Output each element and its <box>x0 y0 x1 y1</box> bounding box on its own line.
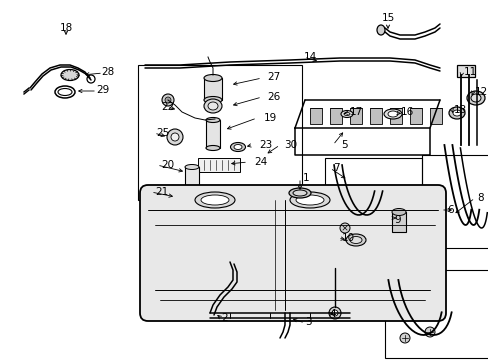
Text: 24: 24 <box>254 157 267 167</box>
Bar <box>389 108 401 124</box>
Ellipse shape <box>340 111 352 117</box>
Text: 29: 29 <box>96 85 109 95</box>
Text: 7: 7 <box>332 163 339 173</box>
Ellipse shape <box>452 110 460 116</box>
Ellipse shape <box>466 91 484 105</box>
Circle shape <box>171 133 179 141</box>
Text: 22: 22 <box>161 102 174 112</box>
Ellipse shape <box>470 94 480 102</box>
Bar <box>309 108 321 124</box>
Ellipse shape <box>292 190 306 196</box>
Text: 3: 3 <box>304 317 311 327</box>
Bar <box>198 158 240 172</box>
Ellipse shape <box>343 112 349 116</box>
Text: 18: 18 <box>59 23 73 33</box>
Text: 26: 26 <box>267 92 280 102</box>
Text: 4: 4 <box>329 309 336 319</box>
Bar <box>456 65 474 77</box>
Circle shape <box>328 307 340 319</box>
Ellipse shape <box>205 117 220 122</box>
Text: 11: 11 <box>463 67 476 77</box>
Ellipse shape <box>376 25 384 35</box>
Bar <box>329 108 341 124</box>
Bar <box>349 108 361 124</box>
Text: 5: 5 <box>341 140 347 150</box>
Circle shape <box>399 333 409 343</box>
Ellipse shape <box>201 195 228 205</box>
Text: 1: 1 <box>302 173 309 183</box>
Text: 12: 12 <box>473 87 487 97</box>
Text: 17: 17 <box>348 107 362 117</box>
Circle shape <box>331 310 337 316</box>
Text: 14: 14 <box>303 52 316 62</box>
Circle shape <box>424 327 434 337</box>
Text: 28: 28 <box>101 67 114 77</box>
Ellipse shape <box>349 237 361 243</box>
Bar <box>391 212 405 232</box>
Ellipse shape <box>288 188 310 198</box>
Text: 30: 30 <box>284 140 297 150</box>
Text: 13: 13 <box>452 105 466 115</box>
Ellipse shape <box>448 107 464 119</box>
Ellipse shape <box>346 234 365 246</box>
Text: 25: 25 <box>156 128 169 138</box>
Ellipse shape <box>295 195 324 205</box>
Ellipse shape <box>184 186 199 192</box>
Bar <box>184 167 199 189</box>
Circle shape <box>162 94 174 106</box>
Ellipse shape <box>205 145 220 150</box>
Ellipse shape <box>387 111 397 117</box>
Ellipse shape <box>184 165 199 170</box>
Ellipse shape <box>195 192 235 208</box>
Text: 8: 8 <box>477 193 483 203</box>
Text: 15: 15 <box>381 13 394 23</box>
Circle shape <box>339 223 349 233</box>
Bar <box>325 158 421 240</box>
Bar <box>409 108 421 124</box>
Ellipse shape <box>203 96 222 104</box>
Bar <box>138 65 302 200</box>
Text: 9: 9 <box>394 215 401 225</box>
Text: 23: 23 <box>259 140 272 150</box>
Text: 20: 20 <box>161 160 174 170</box>
Bar <box>384 270 488 358</box>
Bar <box>421 155 488 248</box>
Ellipse shape <box>391 208 405 216</box>
Text: 21: 21 <box>155 187 168 197</box>
Bar <box>203 78 222 100</box>
Circle shape <box>167 129 183 145</box>
Ellipse shape <box>207 102 218 110</box>
Text: 16: 16 <box>400 107 413 117</box>
Bar <box>369 108 381 124</box>
Text: 2: 2 <box>221 313 228 323</box>
Ellipse shape <box>61 69 79 81</box>
Text: 6: 6 <box>447 205 453 215</box>
Ellipse shape <box>289 192 329 208</box>
Text: 10: 10 <box>341 233 354 243</box>
Ellipse shape <box>234 144 242 149</box>
Ellipse shape <box>203 75 222 81</box>
Text: 19: 19 <box>263 113 276 123</box>
Bar <box>429 108 441 124</box>
Bar <box>205 120 220 148</box>
Ellipse shape <box>383 109 401 119</box>
FancyBboxPatch shape <box>140 185 445 321</box>
Text: 27: 27 <box>267 72 280 82</box>
Ellipse shape <box>203 99 222 113</box>
Ellipse shape <box>230 143 245 152</box>
Circle shape <box>164 97 171 103</box>
